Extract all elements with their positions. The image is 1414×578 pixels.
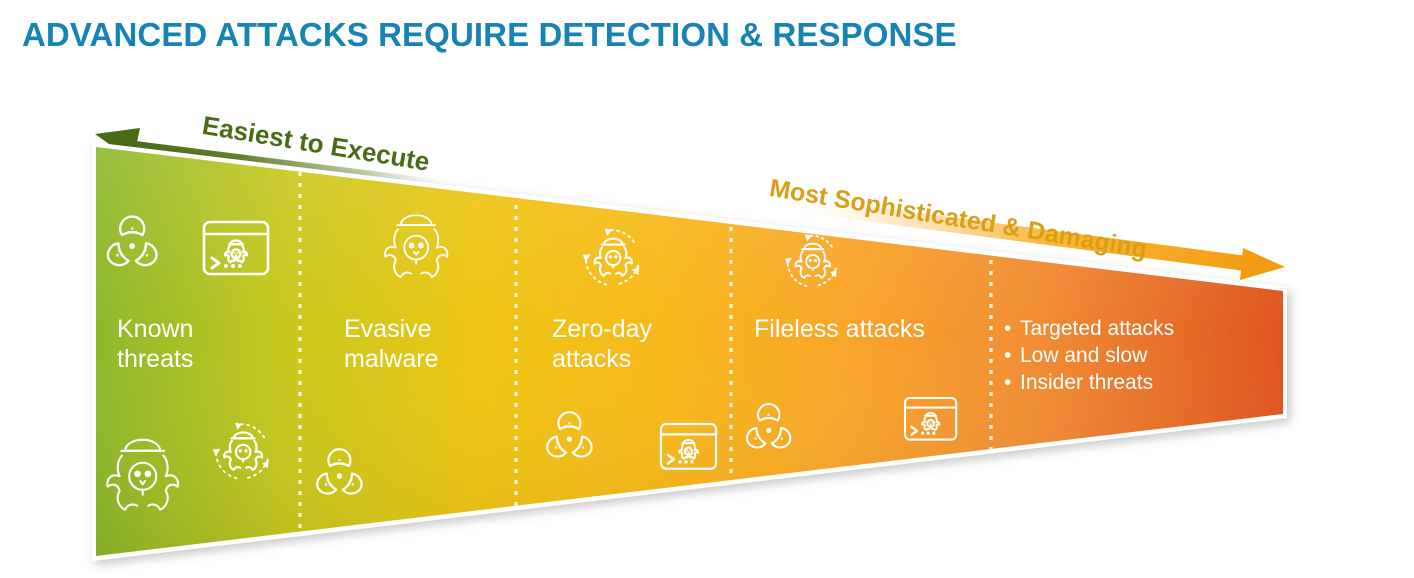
terminal-window-malware-icon [202,220,270,276]
page-title: ADVANCED ATTACKS REQUIRE DETECTION & RES… [22,16,957,53]
terminal-window-malware-icon [903,396,958,441]
biohazard-icon [746,403,792,449]
skull-creature-icon [384,214,449,279]
terminal-window-malware-icon [659,422,718,470]
segment-bullets-advanced-threats: Targeted attacks Low and slow Insider th… [1004,315,1174,396]
skull-creature-cycle-icon [212,422,269,480]
bullet-insider-threats: Insider threats [1004,369,1174,396]
skull-creature-cycle-icon [784,234,837,287]
segment-label-fileless-attacks: Fileless attacks [754,315,925,343]
biohazard-icon [106,215,158,267]
segment-label-evasive-malware: Evasive malware [344,315,439,373]
segment-label-zero-day-attacks: Zero-day attacks [552,315,653,373]
skull-creature-cycle-icon [582,228,640,286]
biohazard-icon [316,448,363,495]
biohazard-icon [546,411,593,458]
bullet-low-and-slow: Low and slow [1004,342,1174,369]
bullet-targeted-attacks: Targeted attacks [1004,315,1174,342]
skull-creature-icon [106,438,179,511]
segment-label-known-threats: Known threats [117,315,194,373]
arrow-right-icon [788,196,1285,280]
